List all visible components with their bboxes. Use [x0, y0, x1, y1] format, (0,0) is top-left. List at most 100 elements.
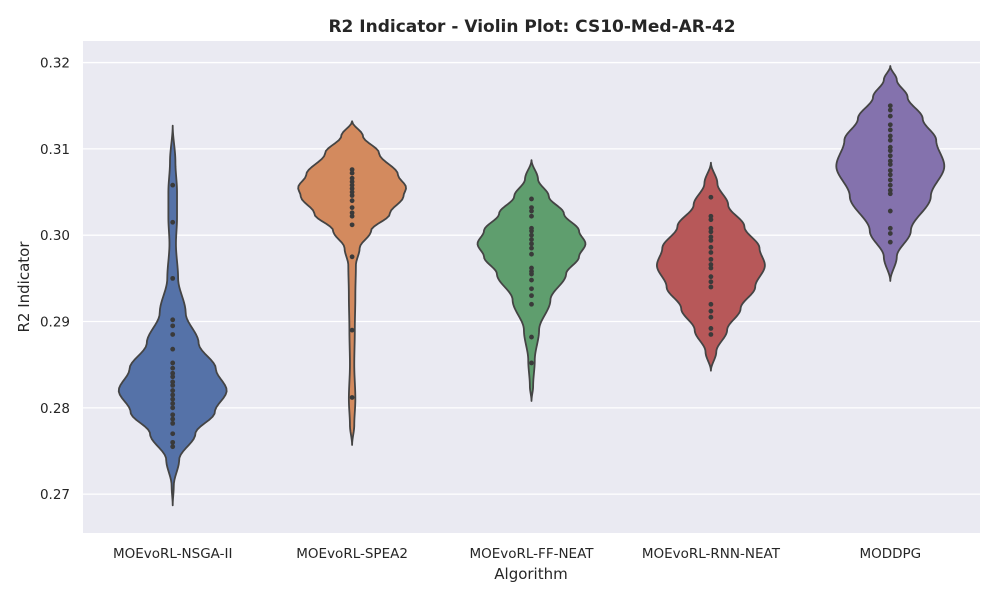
data-point	[170, 396, 176, 402]
data-point	[708, 250, 714, 255]
data-point	[170, 374, 176, 380]
data-point	[170, 416, 176, 422]
data-point	[349, 167, 355, 173]
violin-body	[117, 124, 228, 507]
data-point	[170, 401, 176, 406]
data-point	[170, 275, 176, 281]
data-point	[529, 265, 534, 271]
data-point	[349, 175, 355, 181]
data-point	[170, 412, 176, 418]
data-point	[529, 196, 534, 202]
data-point	[708, 279, 714, 285]
data-point	[708, 229, 714, 235]
data-point	[887, 148, 893, 154]
x-tick-label: MOEvoRL-SPEA2	[296, 546, 408, 562]
data-point	[708, 256, 714, 262]
data-point	[349, 205, 355, 210]
data-point	[349, 210, 355, 216]
violin-3	[476, 159, 587, 402]
data-point	[529, 245, 534, 251]
y-tick-label: 0.30	[40, 228, 70, 244]
y-tick-label: 0.32	[40, 56, 70, 72]
data-point	[170, 317, 176, 323]
data-point	[349, 327, 355, 333]
data-point	[170, 379, 176, 385]
data-point	[708, 237, 714, 243]
data-point	[349, 222, 355, 228]
data-point	[708, 262, 714, 267]
violin-body	[297, 120, 407, 446]
y-tick-label: 0.29	[40, 315, 70, 331]
violin-4	[656, 161, 766, 372]
data-point	[529, 251, 534, 257]
data-point	[887, 158, 893, 164]
data-point	[708, 265, 714, 271]
data-point	[529, 293, 534, 299]
data-point	[170, 420, 176, 426]
data-point	[708, 194, 714, 200]
y-tick-label: 0.28	[40, 401, 70, 417]
data-point	[529, 241, 534, 247]
data-point	[708, 217, 714, 223]
data-point	[887, 153, 893, 159]
data-point	[708, 225, 714, 231]
violin-5	[835, 65, 946, 282]
data-point	[887, 122, 893, 128]
data-point	[170, 332, 176, 337]
data-point	[349, 198, 355, 204]
data-point	[887, 208, 893, 214]
data-point	[887, 231, 893, 236]
data-point	[529, 271, 534, 277]
y-tick-label: 0.27	[40, 487, 70, 503]
data-point	[170, 383, 176, 388]
data-point	[887, 103, 893, 109]
data-point	[349, 213, 355, 219]
data-point	[349, 170, 355, 176]
data-point	[349, 186, 355, 192]
data-point	[349, 395, 355, 400]
data-point	[170, 219, 176, 225]
data-point	[887, 172, 893, 178]
violins	[117, 65, 946, 507]
x-tick-label: MOEvoRL-NSGA-II	[113, 546, 233, 562]
data-point	[887, 107, 893, 113]
data-point	[887, 187, 893, 193]
y-tick-label: 0.31	[40, 142, 70, 158]
data-point	[170, 388, 176, 393]
data-point	[708, 274, 714, 280]
data-point	[708, 308, 714, 314]
y-axis-label: R2 Indicator	[15, 241, 33, 333]
data-point	[708, 244, 714, 250]
data-point	[529, 334, 534, 340]
data-point	[529, 208, 534, 214]
data-point	[887, 182, 893, 188]
data-point	[887, 133, 893, 139]
data-point	[170, 323, 176, 329]
chart-title: R2 Indicator - Violin Plot: CS10-Med-AR-…	[328, 17, 735, 37]
y-axis-ticks: 0.27 0.28 0.29 0.30 0.31 0.32	[40, 56, 70, 504]
x-tick-label: MODDPG	[859, 546, 921, 562]
data-point	[708, 326, 714, 331]
violin-2	[297, 120, 407, 446]
data-point	[170, 439, 176, 445]
data-point	[887, 225, 893, 231]
data-point	[349, 182, 355, 188]
data-point	[708, 284, 714, 290]
x-tick-label: MOEvoRL-RNN-NEAT	[642, 546, 781, 562]
data-point	[349, 254, 355, 260]
data-point	[708, 213, 714, 219]
data-point	[529, 213, 534, 219]
data-point	[887, 168, 893, 173]
data-point	[529, 228, 534, 234]
data-point	[887, 162, 893, 167]
data-point	[887, 191, 893, 197]
data-point	[170, 392, 176, 398]
data-point	[887, 239, 893, 245]
data-point	[170, 405, 176, 411]
data-point	[349, 189, 355, 195]
data-point	[529, 360, 534, 366]
x-axis-label: Algorithm	[494, 565, 567, 583]
x-axis-ticks: MOEvoRL-NSGA-II MOEvoRL-SPEA2 MOEvoRL-FF-N…	[113, 546, 921, 562]
data-point	[170, 360, 176, 366]
